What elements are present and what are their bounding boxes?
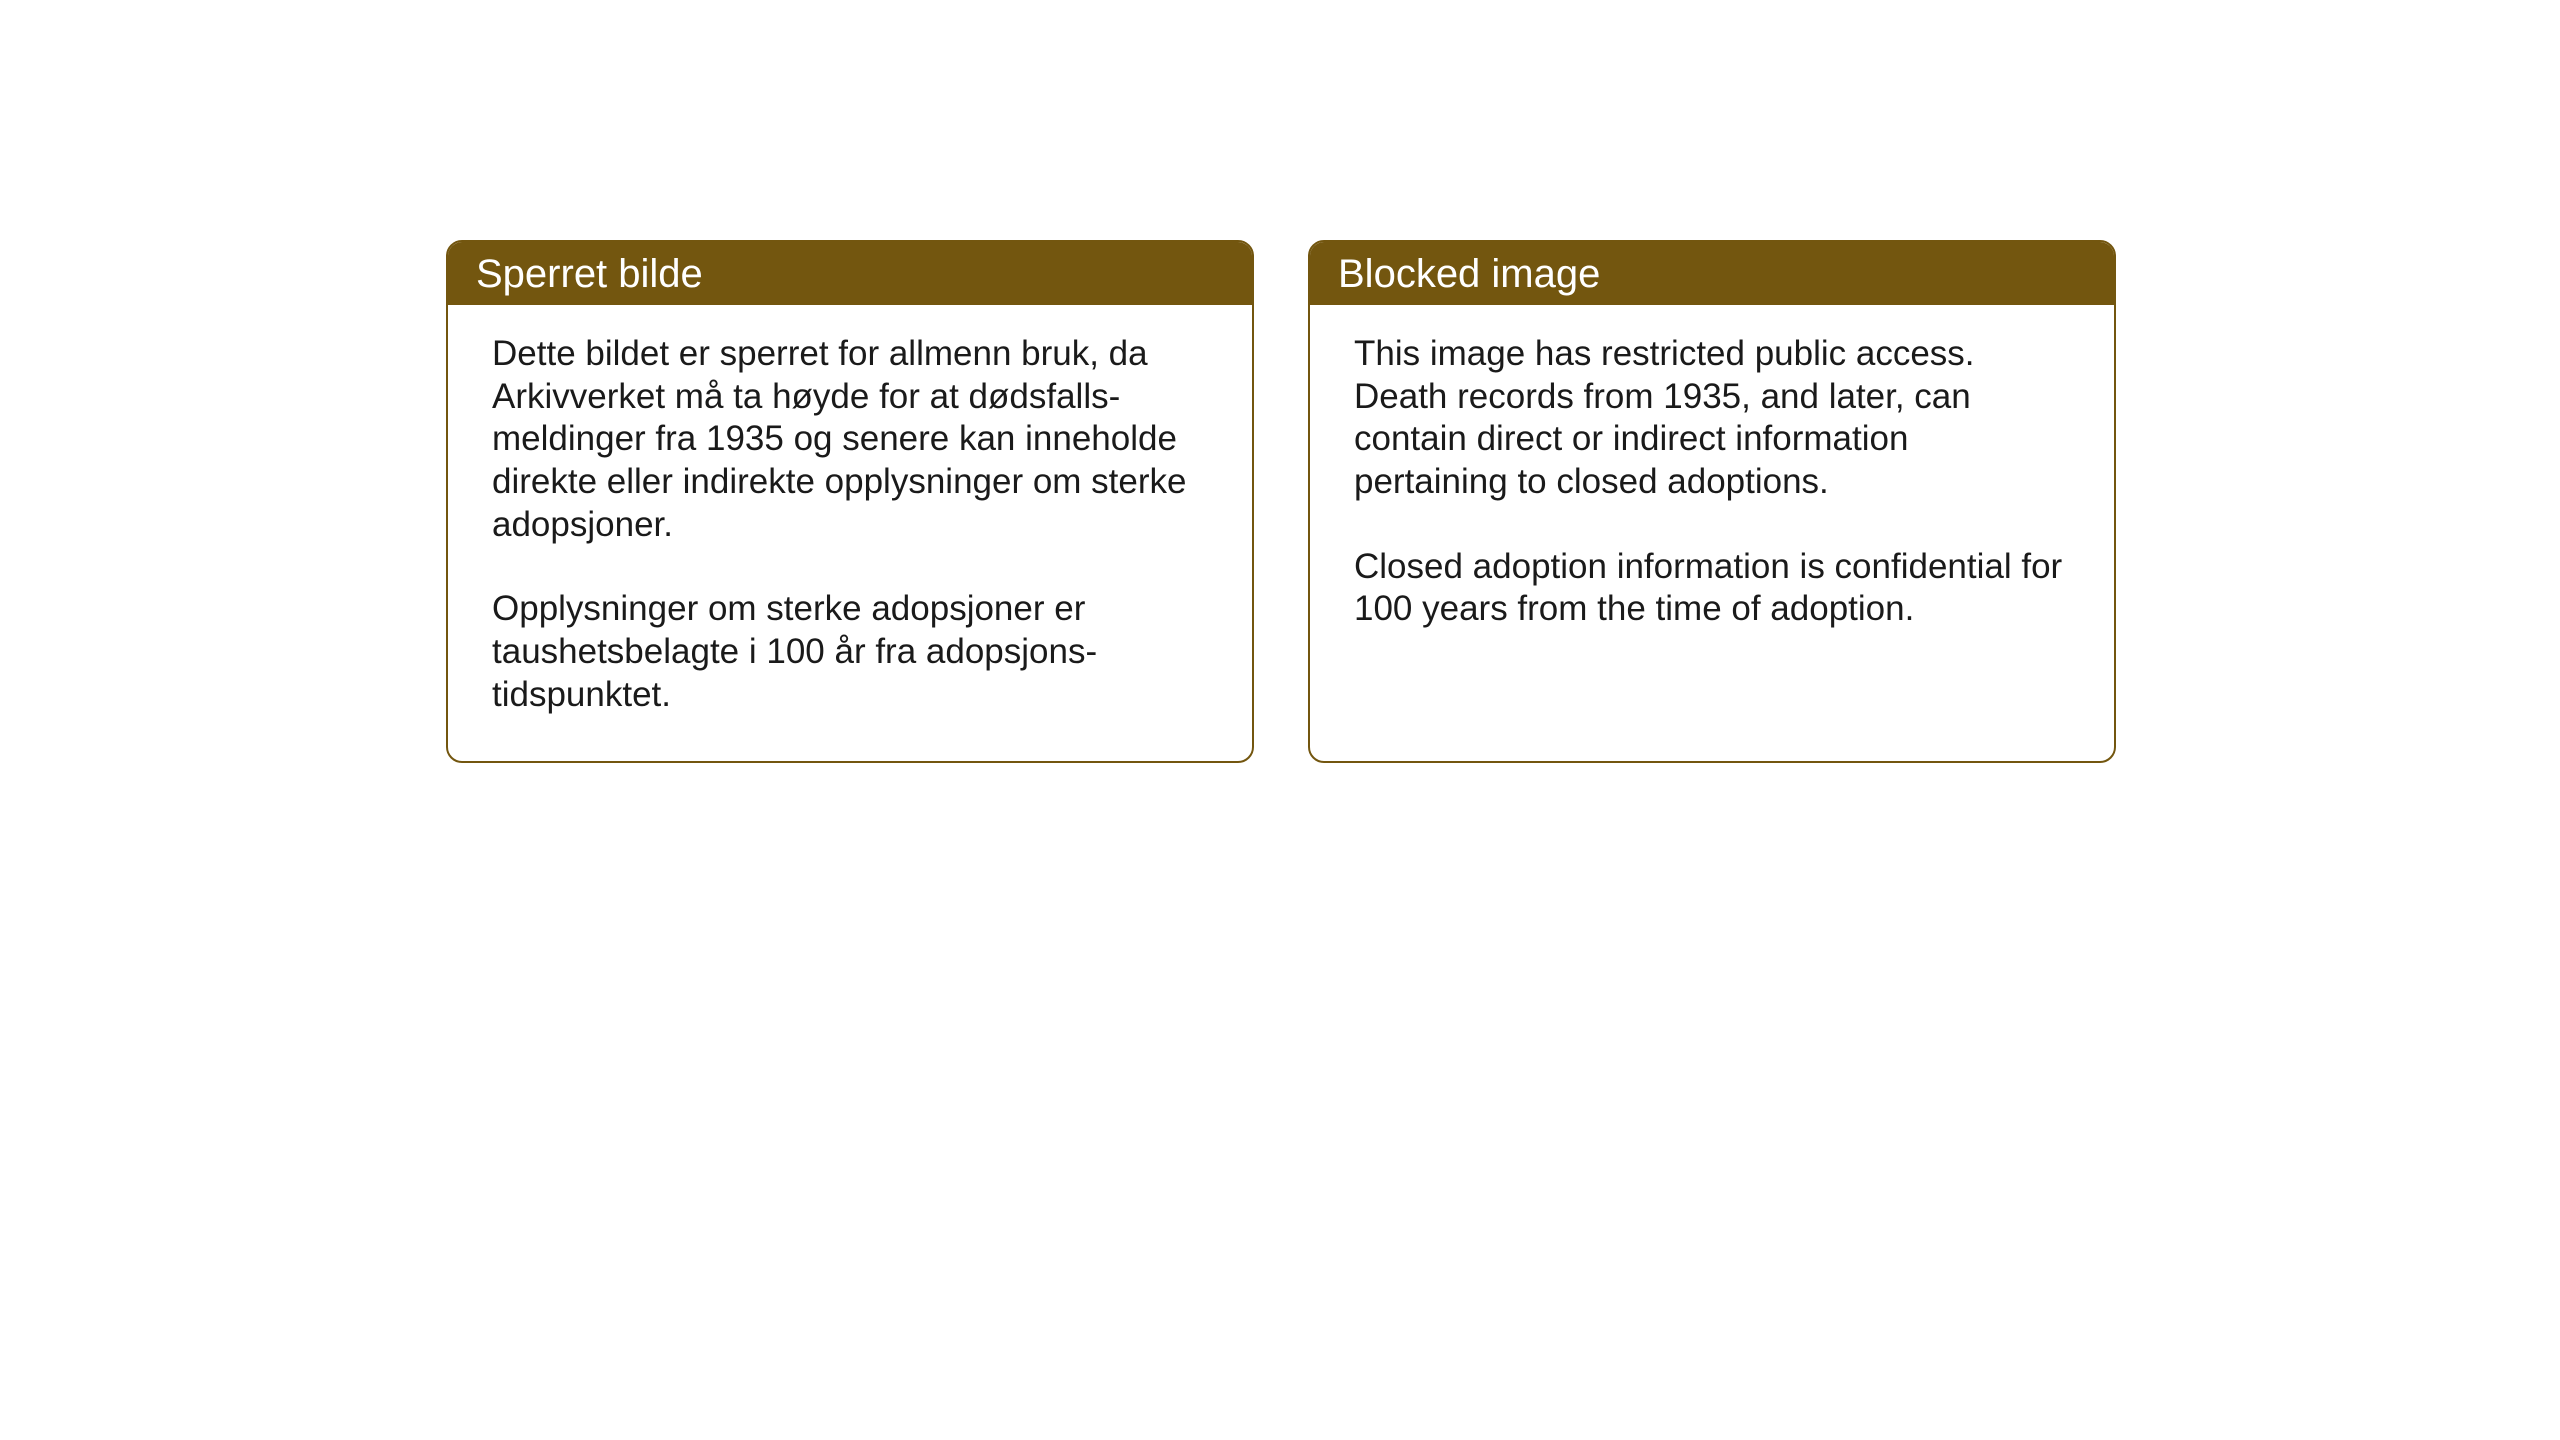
notice-paragraph-2-norwegian: Opplysninger om sterke adopsjoner er tau… — [492, 588, 1208, 716]
notice-paragraph-1-english: This image has restricted public access.… — [1354, 333, 2070, 504]
notice-paragraph-1-norwegian: Dette bildet er sperret for allmenn bruk… — [492, 333, 1208, 546]
notice-body-english: This image has restricted public access.… — [1310, 305, 2114, 685]
notice-box-english: Blocked image This image has restricted … — [1308, 240, 2116, 763]
notice-box-norwegian: Sperret bilde Dette bildet er sperret fo… — [446, 240, 1254, 763]
notice-body-norwegian: Dette bildet er sperret for allmenn bruk… — [448, 305, 1252, 761]
notice-paragraph-2-english: Closed adoption information is confident… — [1354, 546, 2070, 631]
notice-title-norwegian: Sperret bilde — [448, 242, 1252, 305]
notice-title-english: Blocked image — [1310, 242, 2114, 305]
notice-container: Sperret bilde Dette bildet er sperret fo… — [0, 0, 2560, 763]
